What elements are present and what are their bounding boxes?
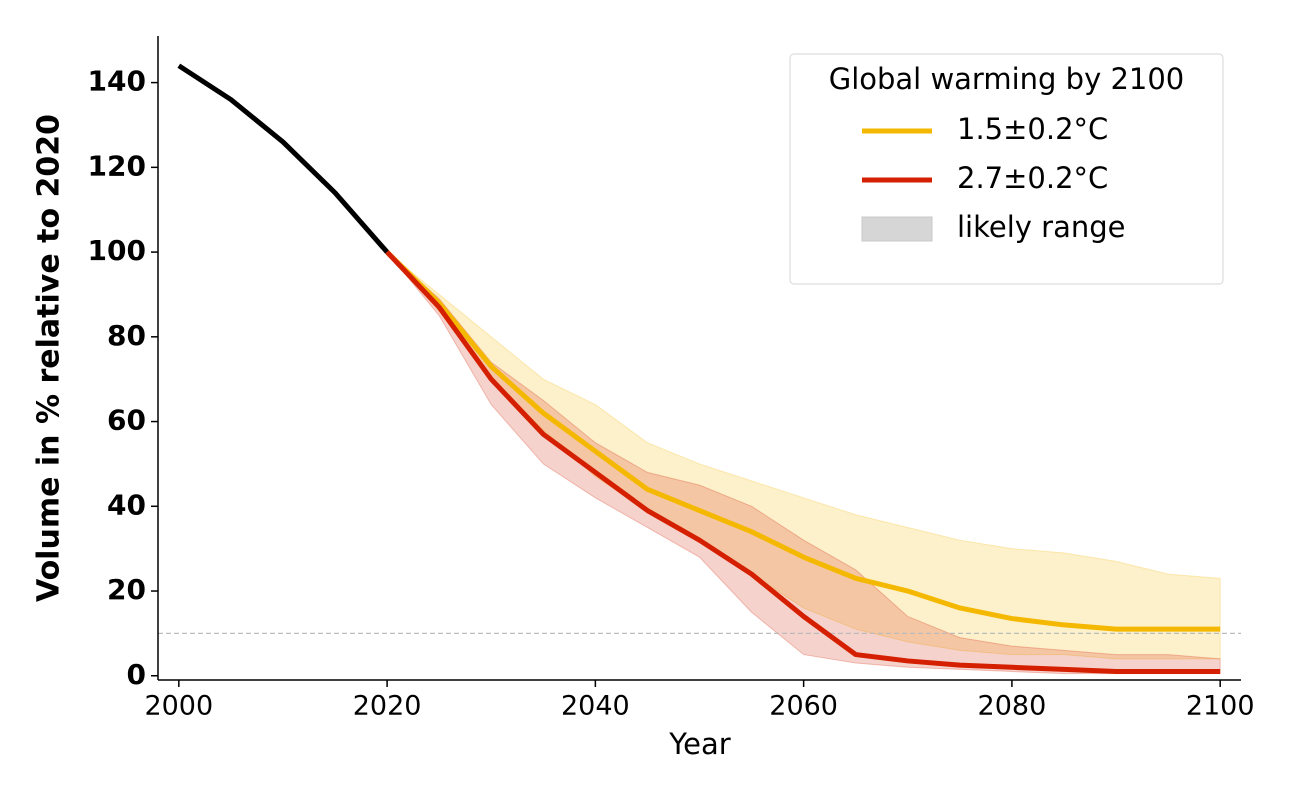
- x-axis-label: Year: [668, 727, 730, 761]
- legend-swatch: [861, 216, 933, 242]
- y-tick-label: 120: [88, 149, 146, 182]
- x-tick-label: 2040: [561, 691, 630, 722]
- x-tick-label: 2060: [769, 691, 838, 722]
- y-tick-label: 140: [88, 65, 146, 98]
- x-tick-label: 2100: [1186, 691, 1255, 722]
- x-tick-label: 2080: [978, 691, 1047, 722]
- y-tick-label: 60: [107, 404, 146, 437]
- y-tick-label: 20: [107, 573, 146, 606]
- legend-title: Global warming by 2100: [829, 62, 1185, 96]
- legend-label: 2.7±0.2°C: [957, 161, 1108, 195]
- x-tick-label: 2000: [144, 691, 213, 722]
- y-tick-label: 40: [107, 488, 146, 521]
- y-tick-label: 80: [107, 319, 146, 352]
- x-tick-label: 2020: [353, 691, 422, 722]
- series-line: [385, 250, 1221, 675]
- legend-label: 1.5±0.2°C: [957, 112, 1108, 146]
- y-tick-label: 100: [88, 234, 146, 267]
- series-line: [385, 250, 1221, 632]
- y-tick-label: 0: [127, 658, 146, 691]
- likely-range-band: [386, 251, 1221, 675]
- legend-label: likely range: [957, 210, 1125, 244]
- y-axis-label: Volume in % relative to 2020: [32, 114, 67, 602]
- series-line: [177, 63, 389, 254]
